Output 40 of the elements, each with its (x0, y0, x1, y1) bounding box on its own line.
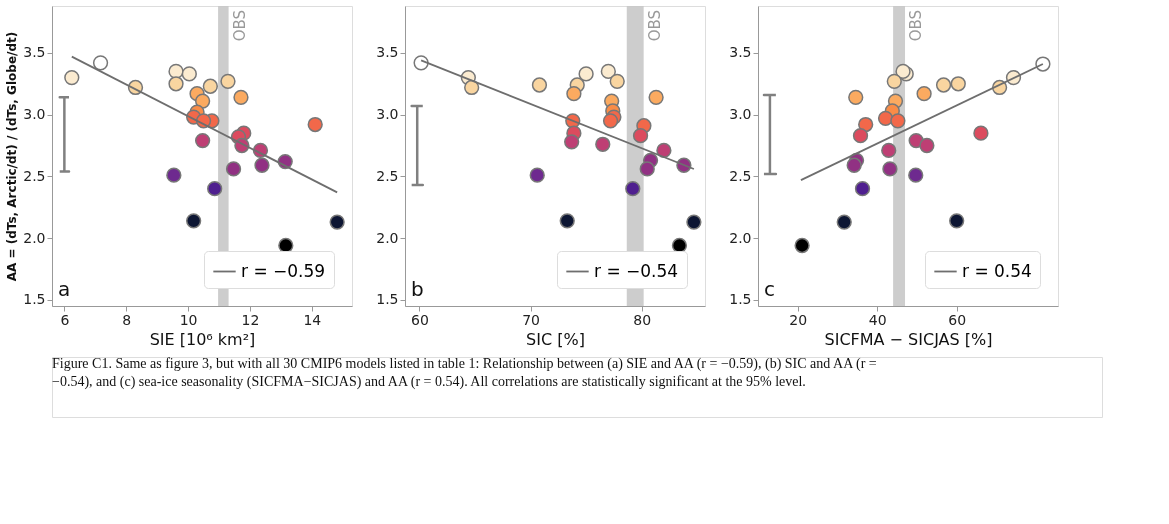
x-tick-label: 80 (633, 311, 652, 328)
band-label: OBS (907, 10, 926, 42)
y-tick-label: 3.0 (23, 106, 46, 123)
band-label: OBS (645, 10, 664, 42)
legend-label: r = −0.59 (241, 260, 326, 281)
caption: Figure C1. Same as figure 3, but with all 30 CMIP6 models listed in table 1: Relationship between (a) SIE and AA (r = −0.59), (b) SIC and AA (r = −0.54), and (c) sea-ice seasonality (SICFMA−SICJAS) and AA (r = 0.54). All correlations are statistically significant at the 95% level. (52, 356, 877, 390)
x-tick-label: 60 (948, 311, 967, 328)
x-tick-label: 40 (868, 311, 887, 328)
y-tick-label: 3.0 (729, 106, 752, 123)
x-tick-label: 10 (179, 311, 198, 328)
x-axis-title: SIC [%] (526, 329, 585, 349)
band-label: OBS (230, 10, 249, 42)
y-tick-label: 1.5 (729, 291, 752, 308)
y-tick-label: 2.5 (729, 167, 752, 184)
y-tick-label: 2.0 (23, 229, 46, 246)
annotation: c (764, 277, 775, 301)
y-tick-label: 2.5 (376, 167, 399, 184)
y-tick-label: 3.5 (376, 44, 399, 61)
y-tick-label: 3.5 (23, 44, 46, 61)
y-tick-label: 2.0 (729, 229, 752, 246)
legend-label: r = −0.54 (594, 260, 679, 281)
legend-label: r = 0.54 (962, 260, 1032, 281)
y-tick-label: 1.5 (23, 291, 46, 308)
y-tick-label: 2.5 (23, 167, 46, 184)
x-tick-label: 12 (241, 311, 260, 328)
y-tick-label: 2.0 (376, 229, 399, 246)
x-tick-label: 60 (411, 311, 429, 328)
x-tick-label: 6 (60, 311, 70, 328)
x-tick-label: 20 (789, 311, 808, 328)
x-axis-title: SIE [10⁶ km²] (149, 329, 256, 349)
y-tick-label: 1.5 (376, 291, 399, 308)
annotation: b (411, 277, 424, 301)
x-tick-label: 14 (303, 311, 322, 328)
x-tick-label: 70 (522, 311, 540, 328)
y-axis-title: AA = (dTs, Arctic/dt) / (dTs, Globe/dt) (5, 31, 20, 282)
x-axis-title: SICFMA − SICJAS [%] (824, 329, 993, 349)
annotation: a (58, 277, 71, 301)
x-tick-label: 8 (122, 311, 132, 328)
y-tick-label: 3.0 (376, 106, 399, 123)
y-tick-label: 3.5 (729, 44, 752, 61)
